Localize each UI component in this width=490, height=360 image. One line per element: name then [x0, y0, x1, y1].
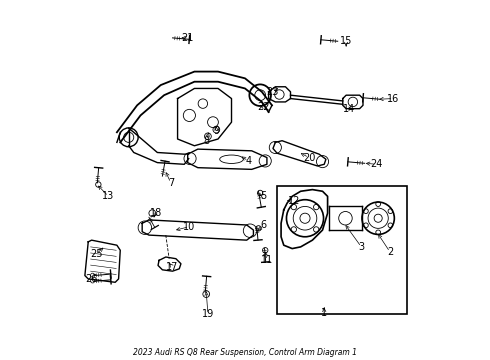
Text: 2: 2: [387, 247, 393, 257]
Text: 9: 9: [213, 126, 220, 136]
Text: 14: 14: [343, 104, 356, 114]
Text: 23: 23: [266, 87, 278, 97]
Text: 2023 Audi RS Q8 Rear Suspension, Control Arm Diagram 1: 2023 Audi RS Q8 Rear Suspension, Control…: [133, 348, 357, 357]
Ellipse shape: [220, 155, 244, 163]
Text: 12: 12: [288, 197, 300, 206]
Text: 16: 16: [387, 94, 399, 104]
Text: 5: 5: [260, 191, 267, 201]
Text: 25: 25: [91, 249, 103, 258]
Text: 10: 10: [183, 222, 196, 232]
Text: 22: 22: [257, 102, 270, 112]
Text: 4: 4: [245, 156, 251, 166]
Text: 21: 21: [181, 33, 194, 43]
FancyBboxPatch shape: [277, 186, 407, 314]
Text: 8: 8: [203, 136, 209, 146]
Text: 11: 11: [261, 255, 273, 265]
Text: 3: 3: [358, 242, 365, 252]
Text: 19: 19: [202, 309, 214, 319]
Text: 7: 7: [168, 178, 174, 188]
Text: 26: 26: [85, 274, 98, 284]
Text: 24: 24: [370, 159, 383, 169]
Text: 6: 6: [261, 220, 267, 230]
Text: 20: 20: [303, 153, 315, 163]
Text: 17: 17: [166, 262, 179, 272]
Text: 15: 15: [340, 36, 352, 46]
Text: 13: 13: [102, 191, 115, 201]
Text: 18: 18: [149, 208, 162, 218]
Text: 1: 1: [321, 308, 327, 318]
